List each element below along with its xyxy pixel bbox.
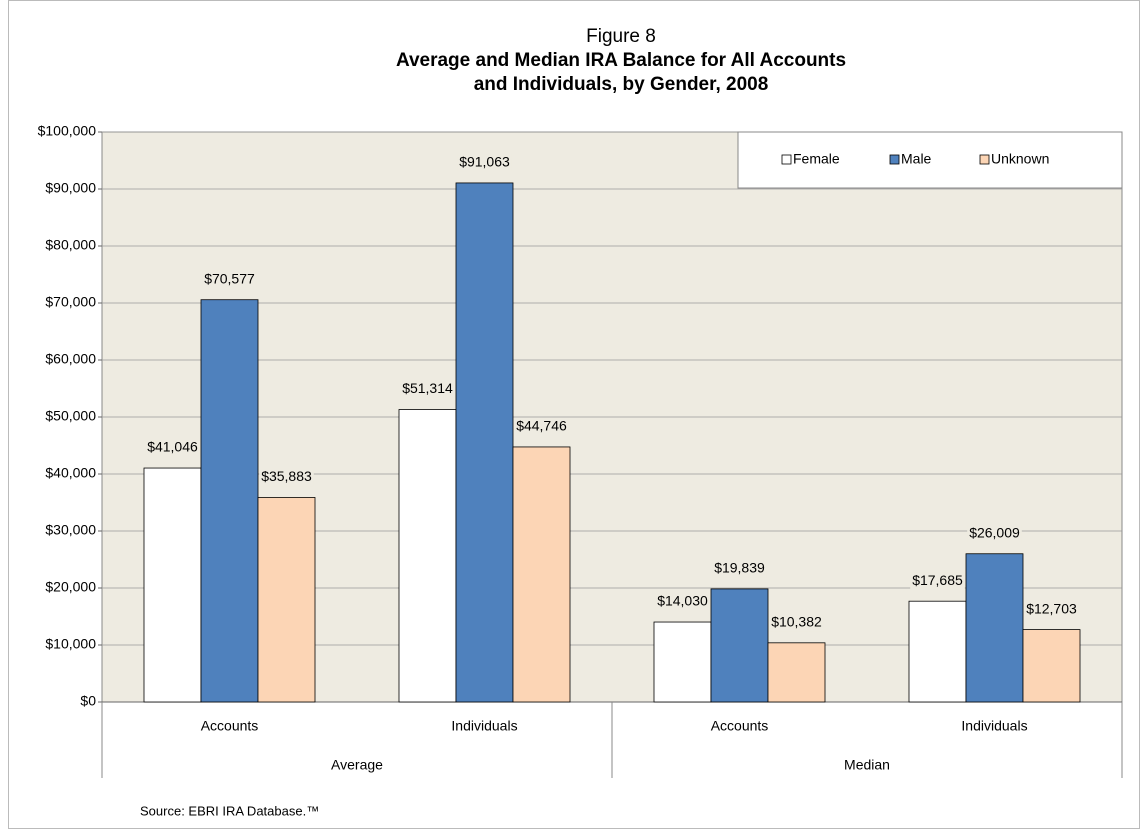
data-label: $10,382 — [771, 614, 822, 630]
data-label: $70,577 — [204, 270, 255, 286]
data-label-bg — [514, 417, 569, 436]
data-label-bg — [712, 559, 767, 578]
data-label-bg — [1024, 600, 1079, 619]
y-tick-label: $80,000 — [45, 237, 96, 253]
data-label: $12,703 — [1026, 600, 1077, 616]
x-tick-label: Accounts — [711, 718, 769, 734]
x-tick-label: Individuals — [451, 718, 517, 734]
bar — [398, 409, 457, 703]
data-label: $14,030 — [657, 593, 708, 609]
legend-label: Unknown — [991, 151, 1049, 167]
data-label: $44,746 — [516, 418, 567, 434]
data-label: $35,883 — [261, 468, 312, 484]
data-label-bg — [259, 468, 314, 487]
group-label: Median — [844, 757, 890, 773]
y-tick-label: $70,000 — [45, 294, 96, 310]
legend-swatch — [781, 154, 792, 165]
data-label-bg — [769, 613, 824, 632]
source-note: Source: EBRI IRA Database.™ — [140, 803, 319, 818]
legend-swatch — [889, 154, 900, 165]
bar — [455, 182, 514, 703]
y-tick-label: $30,000 — [45, 522, 96, 538]
bar — [653, 621, 712, 703]
y-tick-label: $20,000 — [45, 579, 96, 595]
data-label-bg — [202, 270, 257, 289]
y-tick-label: $10,000 — [45, 636, 96, 652]
data-label: $19,839 — [714, 560, 765, 576]
data-label-bg — [910, 572, 965, 591]
bar — [710, 588, 769, 703]
data-label: $51,314 — [402, 380, 453, 396]
y-tick-label: $100,000 — [38, 123, 97, 139]
y-tick-label: $40,000 — [45, 465, 96, 481]
x-tick-label: Accounts — [201, 718, 259, 734]
y-tick-label: $60,000 — [45, 351, 96, 367]
chart-title: Average and Median IRA Balance for All A… — [396, 50, 846, 71]
data-label-bg — [655, 593, 710, 612]
data-label: $91,063 — [459, 154, 510, 170]
bar — [512, 446, 571, 703]
y-tick-label: $90,000 — [45, 180, 96, 196]
data-label-bg — [967, 524, 1022, 543]
bar — [257, 497, 316, 703]
data-label-bg — [145, 439, 200, 458]
data-label-bg — [400, 380, 455, 399]
legend-label: Female — [793, 151, 840, 167]
bar — [767, 642, 826, 703]
bar — [908, 600, 967, 703]
bar — [1022, 629, 1081, 703]
group-label: Average — [331, 757, 383, 773]
bar — [965, 553, 1024, 703]
legend-box — [737, 131, 1123, 189]
figure-label: Figure 8 — [586, 26, 656, 47]
x-tick-label: Individuals — [961, 718, 1027, 734]
bar — [200, 299, 259, 703]
y-tick-label: $50,000 — [45, 408, 96, 424]
data-label-bg — [457, 153, 512, 172]
data-label: $17,685 — [912, 572, 963, 588]
data-label: $26,009 — [969, 524, 1020, 540]
data-label: $41,046 — [147, 439, 198, 455]
legend-swatch — [979, 154, 990, 165]
legend-label: Male — [901, 151, 932, 167]
y-tick-label: $0 — [80, 693, 96, 709]
bar — [143, 467, 202, 703]
chart-title: and Individuals, by Gender, 2008 — [474, 74, 769, 95]
